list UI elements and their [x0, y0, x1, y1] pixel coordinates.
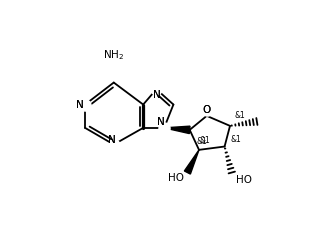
Text: N: N [76, 100, 83, 109]
Text: N: N [153, 90, 161, 100]
Polygon shape [184, 150, 199, 174]
Text: &1: &1 [199, 136, 210, 144]
Text: NH$_2$: NH$_2$ [103, 48, 124, 62]
Text: N: N [76, 100, 83, 109]
Text: &1: &1 [234, 111, 245, 120]
Text: O: O [203, 105, 211, 115]
Text: HO: HO [236, 175, 252, 185]
Text: N: N [157, 117, 164, 127]
Text: &1: &1 [197, 137, 208, 146]
Text: &1: &1 [231, 135, 241, 144]
Text: N: N [108, 135, 116, 145]
Text: N: N [153, 90, 161, 100]
Text: N: N [108, 135, 116, 145]
Polygon shape [164, 126, 190, 134]
Text: N: N [157, 117, 164, 127]
Text: HO: HO [168, 173, 184, 183]
Text: O: O [203, 105, 211, 115]
